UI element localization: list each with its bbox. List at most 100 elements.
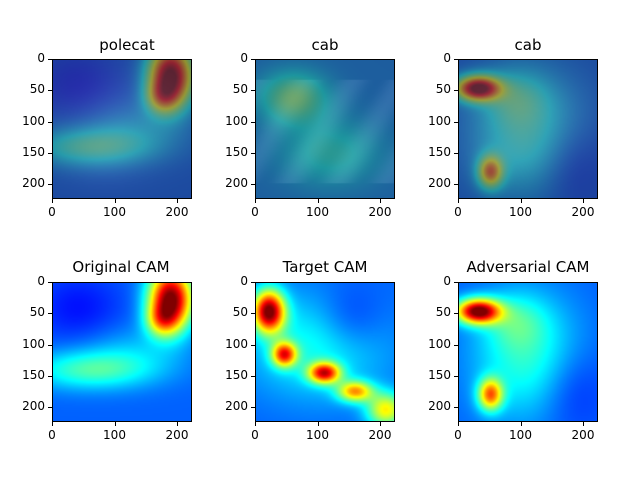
x-tick-label: 100 [306, 205, 329, 219]
y-tick-mark [454, 90, 458, 92]
x-tick-label: 100 [306, 428, 329, 442]
y-tick-label: 0 [240, 274, 248, 288]
y-tick-mark [251, 59, 255, 60]
y-tick-mark [251, 344, 255, 346]
y-tick-mark [454, 313, 458, 315]
y-tick-mark [48, 121, 52, 123]
x-tick-mark [255, 199, 256, 203]
y-tick-label: 150 [225, 367, 248, 382]
x-tick-label: 0 [251, 428, 259, 442]
y-tick-mark [251, 375, 255, 377]
y-tick-label: 200 [428, 399, 451, 413]
panel-title: Target CAM [282, 258, 368, 276]
x-tick-label: 200 [368, 205, 392, 219]
y-tick-label: 0 [240, 51, 248, 65]
y-tick-label: 100 [428, 336, 451, 351]
y-tick-label: 150 [428, 367, 451, 382]
y-tick-label: 50 [232, 82, 248, 97]
panel-title: Adversarial CAM [466, 258, 590, 276]
y-tick-mark [48, 282, 52, 283]
panel-title: polecat [99, 36, 155, 54]
cam-heatmap [52, 282, 192, 422]
x-tick-mark [458, 199, 459, 203]
x-tick-mark [52, 422, 53, 426]
x-tick-mark [583, 422, 584, 426]
y-tick-label: 150 [22, 144, 45, 159]
y-tick-label: 0 [37, 51, 45, 65]
x-tick-label: 100 [103, 205, 126, 219]
y-tick-label: 100 [22, 336, 45, 351]
x-tick-label: 200 [165, 428, 189, 442]
y-tick-mark [454, 184, 458, 185]
x-tick-mark [255, 422, 256, 426]
y-tick-label: 200 [225, 176, 248, 190]
y-tick-label: 200 [22, 176, 45, 190]
x-tick-mark [583, 199, 584, 203]
y-tick-label: 150 [225, 144, 248, 159]
x-tick-label: 0 [251, 205, 259, 219]
y-tick-label: 200 [22, 399, 45, 413]
y-tick-label: 0 [37, 274, 45, 288]
x-tick-mark [177, 422, 178, 426]
x-tick-label: 200 [571, 205, 595, 219]
cam-heatmap [458, 282, 598, 422]
x-tick-mark [114, 422, 116, 426]
y-tick-label: 100 [22, 113, 45, 128]
x-tick-label: 200 [165, 205, 189, 219]
y-tick-mark [251, 184, 255, 185]
y-tick-label: 200 [428, 176, 451, 190]
x-tick-mark [520, 422, 522, 426]
x-tick-label: 0 [48, 428, 56, 442]
cam-heatmap [255, 282, 395, 422]
y-tick-label: 0 [443, 51, 451, 65]
overlay-image [52, 59, 192, 199]
y-tick-mark [48, 375, 52, 377]
y-tick-mark [251, 313, 255, 315]
y-tick-mark [251, 90, 255, 92]
y-tick-mark [48, 184, 52, 185]
y-tick-mark [251, 152, 255, 154]
x-tick-label: 200 [368, 428, 392, 442]
y-tick-mark [251, 121, 255, 123]
x-tick-label: 0 [454, 428, 462, 442]
y-tick-mark [454, 152, 458, 154]
x-tick-mark [114, 199, 116, 203]
x-tick-label: 0 [454, 205, 462, 219]
y-tick-label: 50 [29, 305, 45, 320]
x-tick-label: 100 [509, 205, 532, 219]
y-tick-mark [454, 282, 458, 283]
x-tick-label: 0 [48, 205, 56, 219]
y-tick-label: 100 [428, 113, 451, 128]
y-tick-label: 50 [435, 82, 451, 97]
y-tick-mark [48, 90, 52, 92]
panel-title: cab [311, 36, 339, 54]
y-tick-label: 200 [225, 399, 248, 413]
y-tick-mark [251, 407, 255, 408]
x-tick-label: 100 [103, 428, 126, 442]
y-tick-mark [48, 152, 52, 154]
y-tick-label: 50 [435, 305, 451, 320]
y-tick-label: 100 [225, 336, 248, 351]
y-tick-label: 100 [225, 113, 248, 128]
y-tick-mark [48, 59, 52, 60]
panel-title: Original CAM [72, 258, 170, 276]
x-tick-mark [380, 199, 381, 203]
x-tick-mark [458, 422, 459, 426]
y-tick-mark [48, 344, 52, 346]
x-tick-mark [52, 199, 53, 203]
y-tick-label: 150 [22, 367, 45, 382]
y-tick-mark [454, 344, 458, 346]
x-tick-label: 200 [571, 428, 595, 442]
y-tick-mark [454, 407, 458, 408]
x-tick-mark [177, 199, 178, 203]
panel-title: cab [514, 36, 542, 54]
y-tick-mark [454, 121, 458, 123]
x-tick-mark [380, 422, 381, 426]
y-tick-mark [251, 282, 255, 283]
y-tick-mark [48, 407, 52, 408]
y-tick-mark [454, 375, 458, 377]
y-tick-mark [454, 59, 458, 60]
x-tick-mark [317, 422, 319, 426]
y-tick-label: 50 [29, 82, 45, 97]
y-tick-label: 150 [428, 144, 451, 159]
